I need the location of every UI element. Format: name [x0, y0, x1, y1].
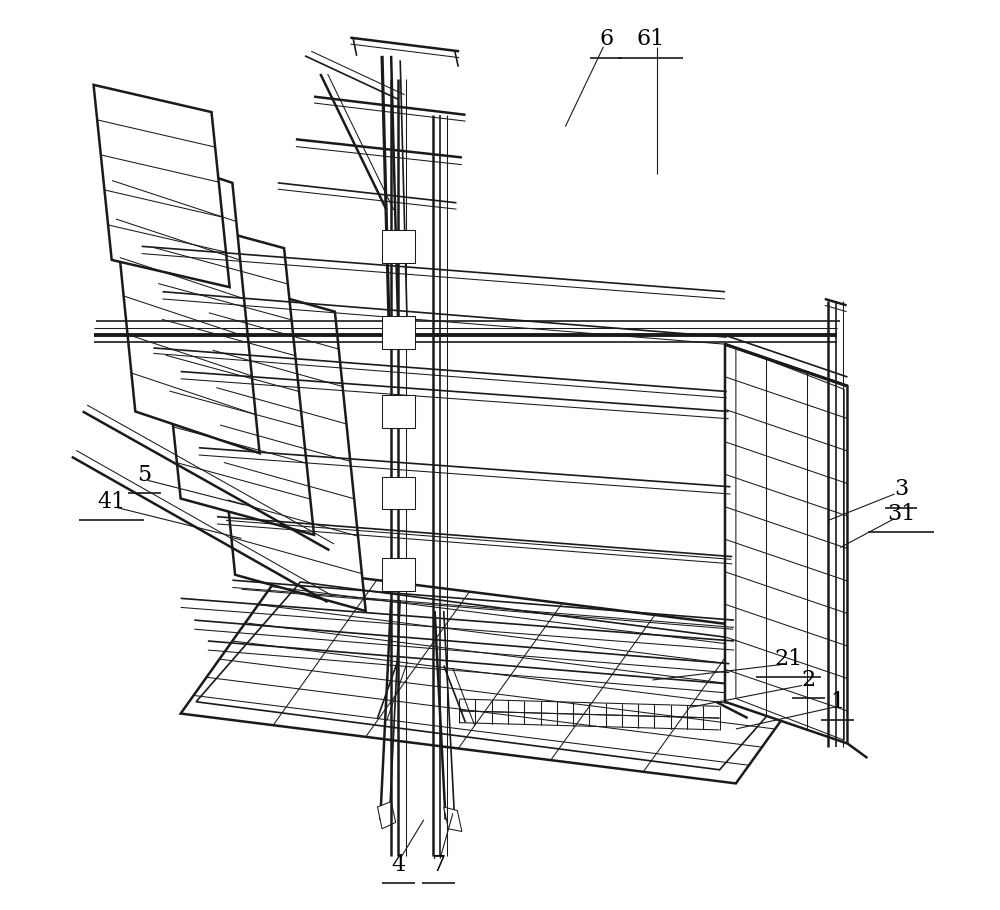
- Polygon shape: [382, 230, 415, 263]
- Polygon shape: [378, 802, 396, 829]
- Text: 5: 5: [137, 464, 151, 486]
- Text: 1: 1: [830, 691, 845, 713]
- Polygon shape: [181, 569, 840, 784]
- Polygon shape: [382, 477, 415, 510]
- Polygon shape: [382, 559, 415, 592]
- Polygon shape: [108, 142, 260, 453]
- Text: 41: 41: [98, 491, 126, 513]
- Text: 3: 3: [894, 479, 908, 501]
- Text: 7: 7: [431, 854, 445, 876]
- Text: 2: 2: [801, 669, 816, 691]
- Polygon shape: [725, 344, 847, 743]
- Polygon shape: [94, 85, 230, 288]
- Polygon shape: [205, 276, 366, 611]
- Text: 4: 4: [391, 854, 405, 876]
- Text: 31: 31: [887, 503, 915, 525]
- Text: 61: 61: [636, 28, 665, 50]
- Text: 21: 21: [774, 648, 803, 670]
- Text: 6: 6: [599, 28, 613, 50]
- Polygon shape: [444, 807, 462, 832]
- Polygon shape: [151, 212, 314, 535]
- Polygon shape: [382, 316, 415, 349]
- Polygon shape: [382, 395, 415, 428]
